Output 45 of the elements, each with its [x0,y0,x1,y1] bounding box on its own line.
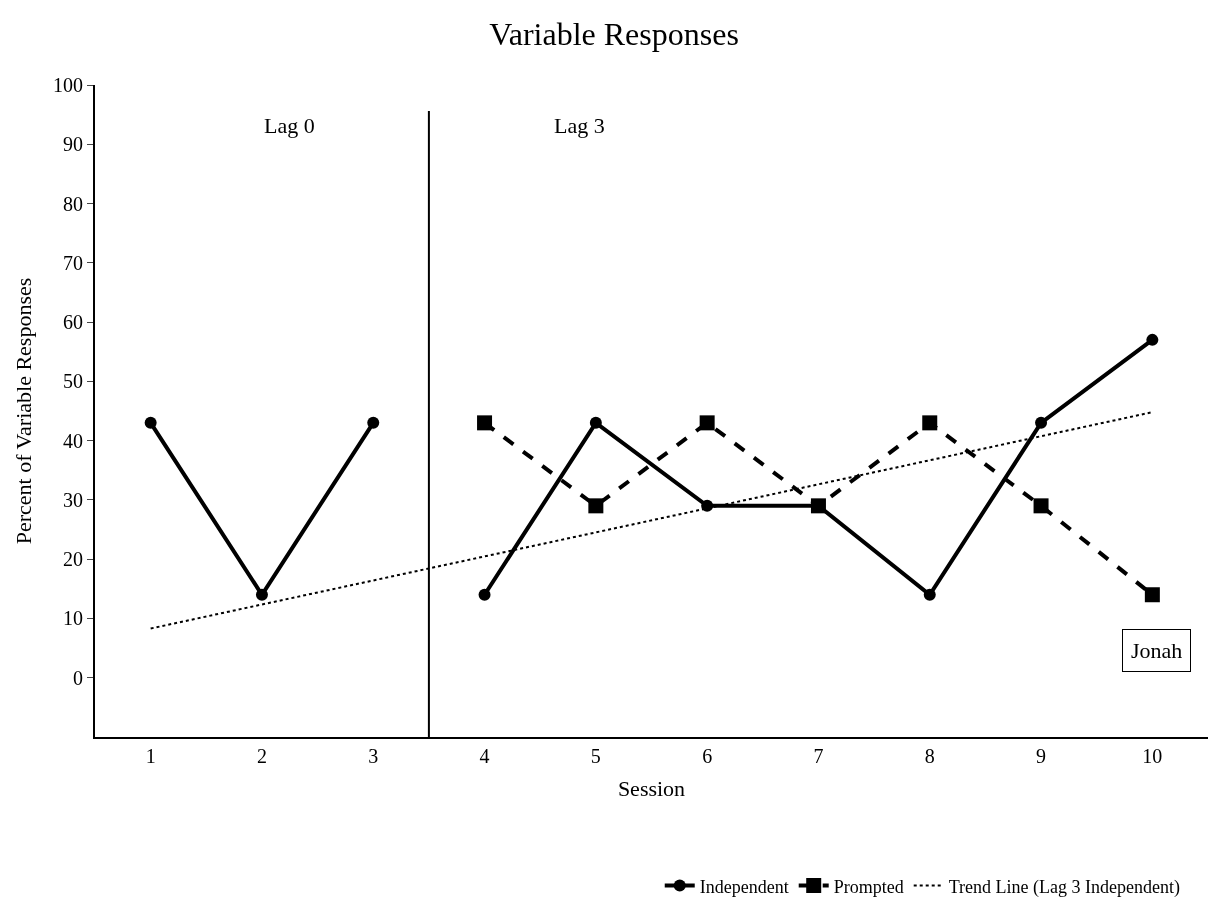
y-tick-label: 40 [63,429,83,452]
y-tick-label: 70 [63,251,83,274]
x-tick-label: 7 [813,745,824,767]
point [923,588,936,601]
point [478,588,491,601]
y-axis-title: Percent of Variable Responses [11,277,37,545]
x-tick-label: 10 [1142,745,1163,767]
y-tick-label: 100 [53,74,83,96]
legend-label: Independent [699,876,789,897]
point [701,499,714,512]
x-axis-title: Session [617,776,686,802]
point [1033,498,1049,514]
point [144,416,157,429]
point [1146,333,1159,346]
annotation: Lag 0 [264,113,315,138]
annotation: Jonah [1131,638,1183,663]
x-tick-label: 2 [256,745,267,767]
x-tick-label: 6 [702,745,713,767]
point [477,415,493,431]
y-tick-label: 80 [63,192,83,215]
point [367,416,380,429]
y-tick-label: 90 [63,133,83,156]
point [699,415,715,431]
annotation: Lag 3 [554,113,605,138]
point [1144,587,1160,603]
x-tick-label: 3 [368,745,379,767]
point [588,498,604,514]
y-tick-label: 0 [73,666,83,689]
y-tick-label: 60 [63,311,83,334]
x-tick-label: 5 [590,745,601,767]
legend-label: Prompted [833,876,904,897]
point [922,415,938,431]
x-tick-label: 1 [145,745,156,767]
chart-title: Variable Responses [489,16,739,53]
x-tick-label: 8 [924,745,935,767]
point [255,588,268,601]
point [1035,416,1048,429]
y-tick-label: 50 [63,370,83,393]
x-tick-label: 4 [479,745,490,767]
y-tick-label: 30 [63,488,83,511]
x-tick-label: 9 [1036,745,1047,767]
point [589,416,602,429]
legend-label: Trend Line (Lag 3 Independent) [948,876,1180,898]
y-tick-label: 20 [63,548,83,571]
y-tick-label: 10 [63,607,83,630]
